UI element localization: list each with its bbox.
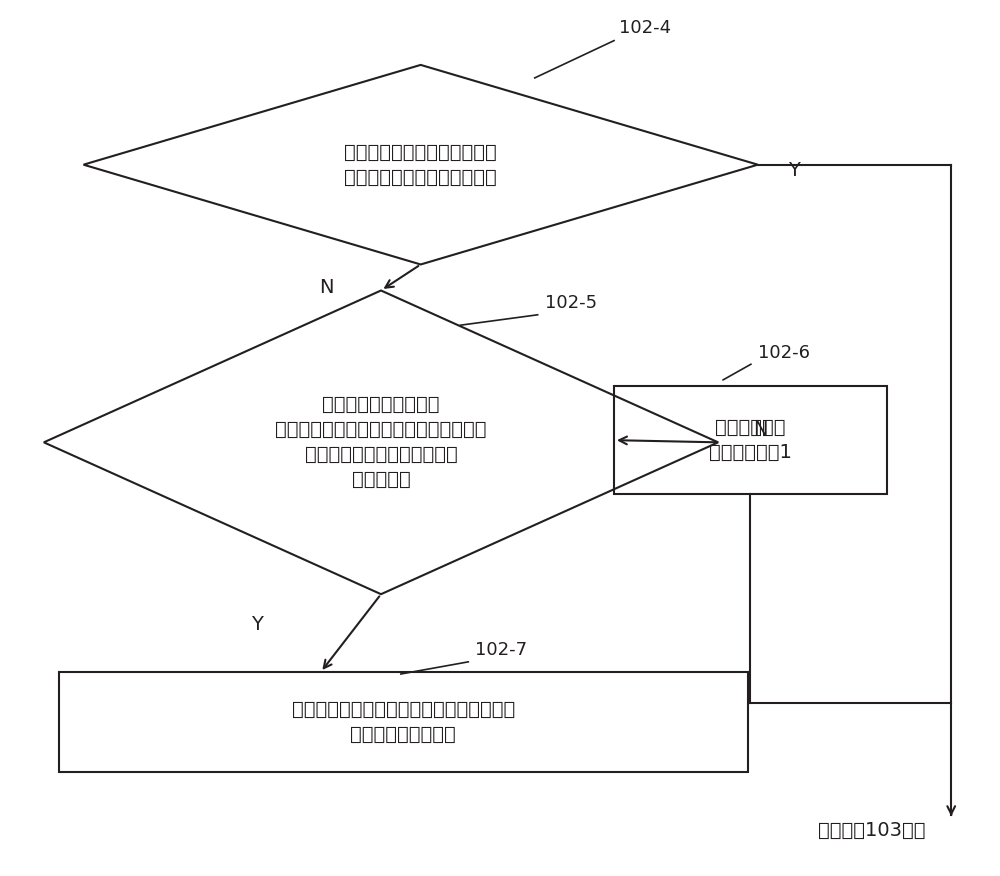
Text: N: N [319, 278, 334, 296]
Text: 102-5: 102-5 [545, 294, 597, 312]
Text: Y: Y [788, 161, 799, 180]
Text: 102-7: 102-7 [475, 641, 527, 660]
Text: 102-6: 102-6 [758, 343, 810, 362]
Text: Y: Y [251, 615, 263, 634]
Text: 转到步骤103执行: 转到步骤103执行 [818, 821, 926, 840]
Text: 102-4: 102-4 [619, 19, 671, 37]
Text: 所述请求的操作类型属
于预先设置的第二限流类型中的一种、且
并发线程数不小于预先设置的
第二阈值？: 所述请求的操作类型属 于预先设置的第二限流类型中的一种、且 并发线程数不小于预先… [275, 395, 487, 490]
Text: 类型相符时，
并发线程数加1: 类型相符时， 并发线程数加1 [709, 418, 792, 463]
Bar [59, 672, 748, 772]
Text: 数据库操作请求满足预先设置
的不进行低水位限流的条件？: 数据库操作请求满足预先设置 的不进行低水位限流的条件？ [344, 143, 497, 187]
Text: 将对应于所述数据库操作请求的线程分配到
先进先出队列中等待: 将对应于所述数据库操作请求的线程分配到 先进先出队列中等待 [292, 700, 515, 744]
Text: N: N [753, 420, 767, 439]
Bar [614, 386, 887, 494]
